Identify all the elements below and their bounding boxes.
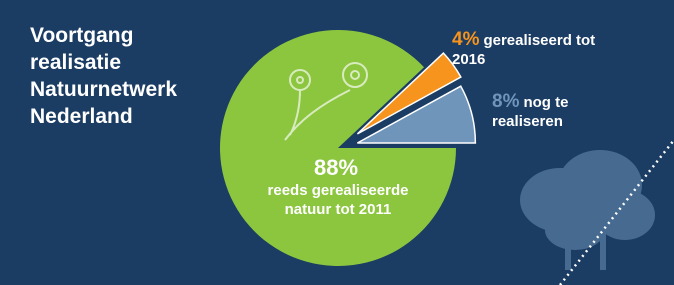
percent-label: 88% bbox=[243, 155, 429, 181]
percent-label: 8% bbox=[492, 91, 519, 112]
slice-label: 8%nog te realiseren bbox=[492, 92, 622, 131]
slice-label: 4%gerealiseerd tot 2016 bbox=[452, 30, 602, 69]
pie-slice bbox=[220, 30, 456, 266]
infographic: Voortgang realisatie Natuurnetwerk Neder… bbox=[0, 0, 674, 285]
category-label: reeds gerealiseerde natuur tot 2011 bbox=[268, 182, 409, 218]
slice-label: 88%reeds gerealiseerde natuur tot 2011 bbox=[243, 155, 433, 219]
percent-label: 4% bbox=[452, 29, 479, 50]
chart-title: Voortgang realisatie Natuurnetwerk Neder… bbox=[30, 22, 220, 130]
